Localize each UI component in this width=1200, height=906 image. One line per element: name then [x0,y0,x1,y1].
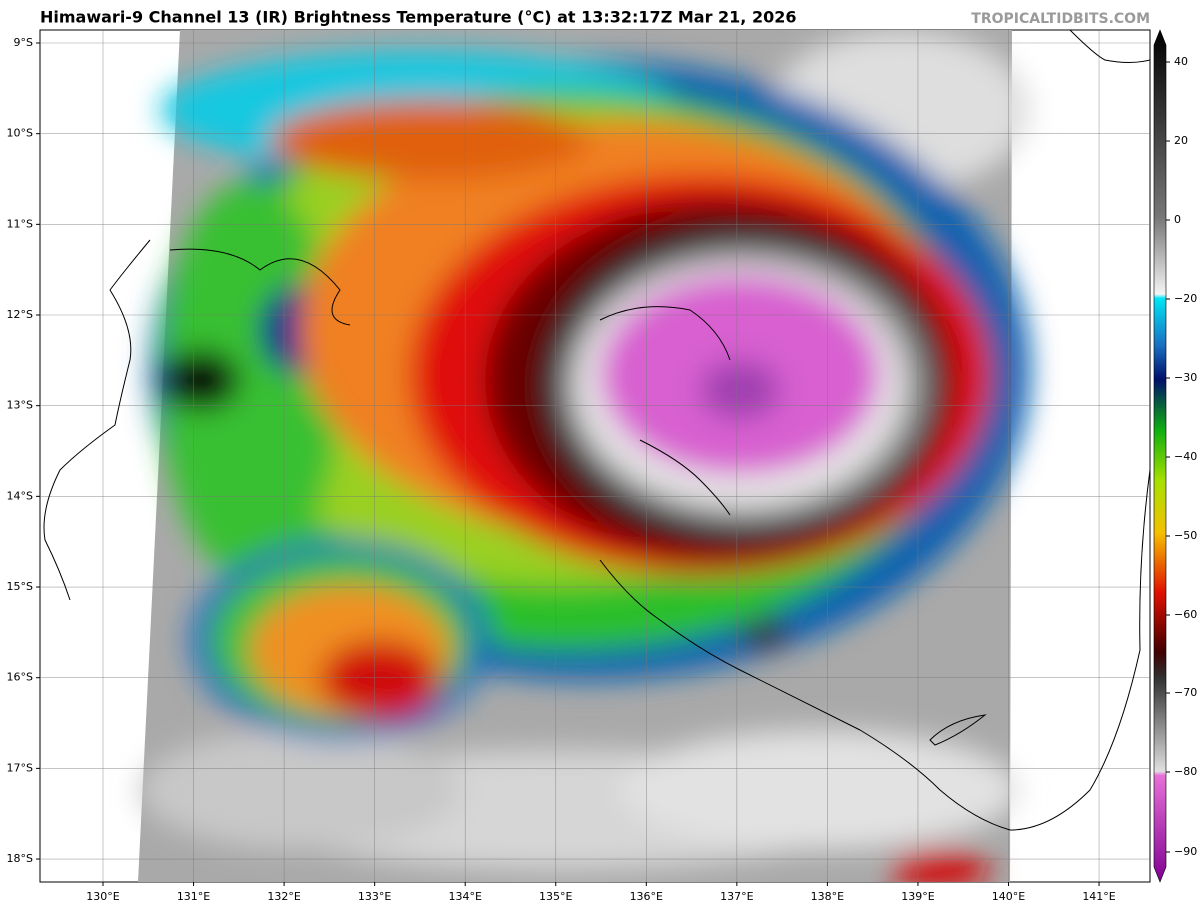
title: Himawari-9 Channel 13 (IR) Brightness Te… [40,8,796,27]
cloud-region [700,360,780,420]
lon-label: 134°E [448,890,481,903]
lon-label: 137°E [720,890,753,903]
lon-label: 136°E [630,890,663,903]
cloud-region [890,850,990,882]
colorbar-label: 0 [1174,213,1181,226]
lon-label: 138°E [811,890,844,903]
satellite-imagery [138,30,1030,882]
colorbar-label: 20 [1174,134,1188,147]
colorbar-label: −90 [1174,845,1197,858]
colorbar-ramp [1153,29,1167,883]
colorbar-label: −30 [1174,371,1197,384]
colorbar-label: −20 [1174,292,1197,305]
coastline [43,239,151,601]
colorbar-label: 40 [1174,55,1188,68]
coastlines [43,30,1150,831]
lat-label: 11°S [7,217,33,230]
lon-label: 139°E [901,890,934,903]
colorbar-label: −80 [1174,765,1197,778]
lat-label: 14°S [7,489,33,502]
lat-label: 9°S [14,36,33,49]
colorbar-label: −70 [1174,686,1197,699]
coastline [599,306,731,516]
lat-label: 12°S [7,308,33,321]
lat-label: 10°S [7,127,33,140]
lat-label: 18°S [7,852,33,865]
colorbar-label: −40 [1174,450,1197,463]
coastline [169,248,351,326]
coastline [599,559,1011,831]
graticule [36,30,1150,886]
credit: TROPICALTIDBITS.COM [971,11,1150,27]
cloud-region [160,350,240,410]
cloud-field [140,30,1030,882]
lat-label: 17°S [7,761,33,774]
colorbar-label: −60 [1174,608,1197,621]
lon-label: 140°E [992,890,1025,903]
lon-label: 141°E [1082,890,1115,903]
colorbar-label: −50 [1174,529,1197,542]
cloud-region [140,730,460,850]
colorbar: 40 20 0 −20 −30 −40 −50 −60 −70 −80 −90 [1153,29,1197,883]
cloud-region [740,620,790,650]
lat-label: 13°S [7,399,33,412]
cloud-region [620,730,1020,850]
island [929,714,987,746]
lon-label: 130°E [86,890,119,903]
lat-label: 15°S [7,580,33,593]
lon-label: 135°E [539,890,572,903]
cloud-region [270,100,590,180]
lon-label: 133°E [358,890,391,903]
coastline [1069,30,1150,63]
coastline [1009,469,1150,831]
cloud-region [160,180,340,580]
lon-label: 131°E [177,890,210,903]
cloud-region [320,640,440,720]
lat-label: 16°S [7,671,33,684]
lon-label: 132°E [267,890,300,903]
